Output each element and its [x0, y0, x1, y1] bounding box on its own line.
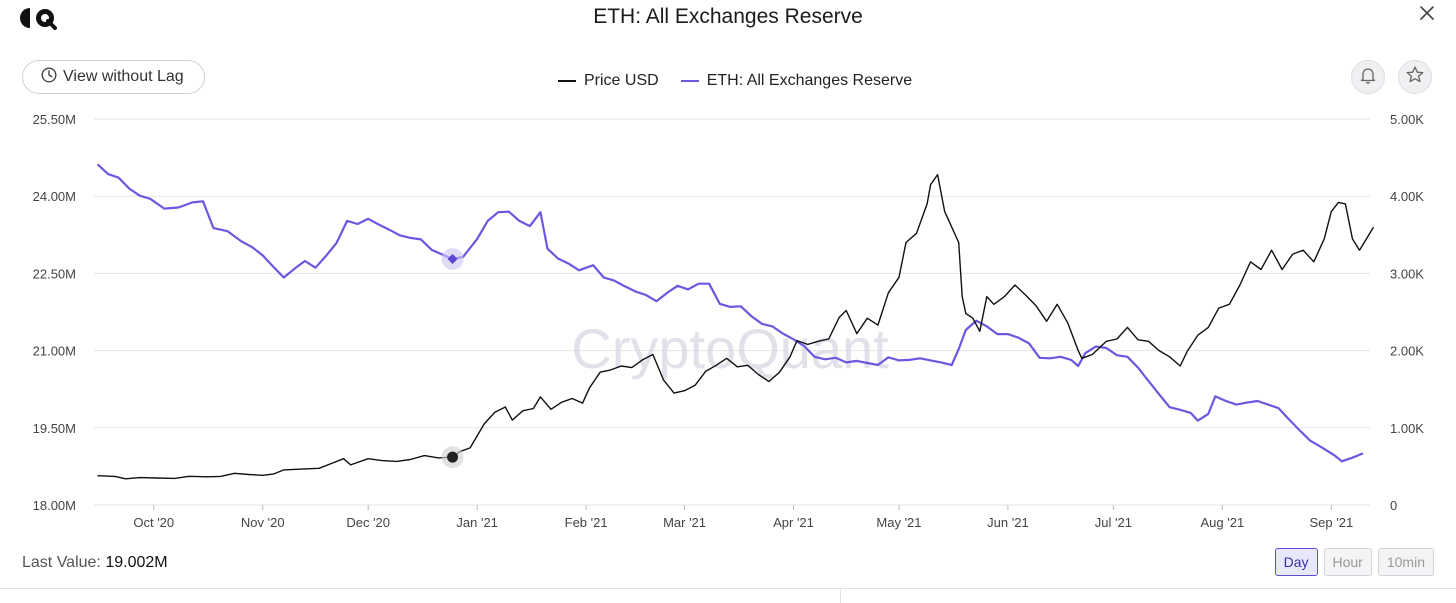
- x-axis-labels: Oct '20 Nov '20 Dec '20 Jan '21 Feb '21 Mar '…: [133, 505, 1353, 530]
- watermark: CryptoQuant: [571, 317, 889, 380]
- price-hover-marker: [447, 451, 459, 463]
- x-axis-tick-label: Apr '21: [773, 515, 814, 530]
- last-value: Last Value: 19.002M: [22, 554, 168, 572]
- x-axis-tick-label: Jul '21: [1095, 515, 1132, 530]
- bell-icon: [1359, 66, 1377, 89]
- hover-markers: [441, 247, 464, 469]
- x-axis-tick-label: Jun '21: [987, 515, 1029, 530]
- left-axis-tick-label: 21.00M: [33, 344, 76, 359]
- star-icon: [1405, 65, 1425, 90]
- reserve-hover-marker: [447, 253, 458, 264]
- legend-swatch-price: [558, 80, 576, 82]
- x-axis-tick-label: Sep '21: [1309, 515, 1353, 530]
- x-axis-tick-label: May '21: [876, 515, 921, 530]
- right-axis-tick-label: 5.00K: [1390, 112, 1424, 127]
- view-without-lag-button[interactable]: View without Lag: [22, 60, 205, 94]
- right-axis-tick-label: 3.00K: [1390, 266, 1424, 281]
- x-axis-tick-label: Nov '20: [241, 515, 285, 530]
- reserve-series-line: [96, 163, 1364, 463]
- interval-10min-button[interactable]: 10min: [1377, 548, 1434, 576]
- close-icon[interactable]: [1416, 2, 1438, 24]
- interval-selector: Day Hour 10min: [1274, 548, 1434, 576]
- last-value-number: 19.002M: [105, 554, 168, 571]
- clock-icon: [41, 66, 57, 88]
- chart-canvas[interactable]: CryptoQuant 18.00M 19.50M 21.00M 22.50M 24.0…: [0, 0, 1456, 545]
- x-axis-tick-label: Mar '21: [663, 515, 706, 530]
- left-axis-tick-label: 18.00M: [33, 498, 76, 513]
- cryptoquant-logo-icon: [20, 6, 60, 30]
- legend-item-reserve[interactable]: ETH: All Exchanges Reserve: [680, 72, 913, 90]
- right-axis-labels: 0 1.00K 2.00K 3.00K 4.00K 5.00K: [1390, 112, 1424, 513]
- x-axis-tick-label: Oct '20: [133, 515, 174, 530]
- last-value-label: Last Value:: [22, 554, 101, 571]
- right-axis-tick-label: 0: [1390, 498, 1397, 513]
- right-axis-tick-label: 4.00K: [1390, 189, 1424, 204]
- chart-title: ETH: All Exchanges Reserve: [593, 5, 863, 28]
- x-axis-tick-label: Dec '20: [346, 515, 390, 530]
- legend-label-reserve: ETH: All Exchanges Reserve: [706, 72, 913, 89]
- left-axis-tick-label: 24.00M: [33, 189, 76, 204]
- left-axis-tick-label: 22.50M: [33, 266, 76, 281]
- x-axis-tick-label: Feb '21: [565, 515, 608, 530]
- left-axis-labels: 18.00M 19.50M 21.00M 22.50M 24.00M 25.50M: [33, 112, 76, 513]
- right-axis-tick-label: 2.00K: [1390, 344, 1424, 359]
- grid-lines: [94, 118, 1370, 506]
- legend-label-price: Price USD: [584, 72, 659, 89]
- chart-legend: Price USD ETH: All Exchanges Reserve: [558, 72, 912, 90]
- view-without-lag-label: View without Lag: [63, 68, 184, 85]
- left-axis-tick-label: 25.50M: [33, 112, 76, 127]
- left-axis-tick-label: 19.50M: [33, 421, 76, 436]
- footer-split: [840, 588, 841, 603]
- favorite-button[interactable]: [1398, 60, 1432, 94]
- legend-item-price[interactable]: Price USD: [558, 72, 659, 90]
- x-axis-tick-label: Aug '21: [1201, 515, 1245, 530]
- x-axis-tick-label: Jan '21: [456, 515, 498, 530]
- price-series-line: [97, 173, 1375, 480]
- footer-divider: [0, 588, 1456, 589]
- interval-hour-button[interactable]: Hour: [1323, 548, 1372, 576]
- series-lines: [96, 163, 1375, 480]
- alert-button[interactable]: [1351, 60, 1385, 94]
- interval-day-button[interactable]: Day: [1274, 548, 1318, 576]
- legend-swatch-reserve: [680, 80, 699, 82]
- right-axis-tick-label: 1.00K: [1390, 421, 1424, 436]
